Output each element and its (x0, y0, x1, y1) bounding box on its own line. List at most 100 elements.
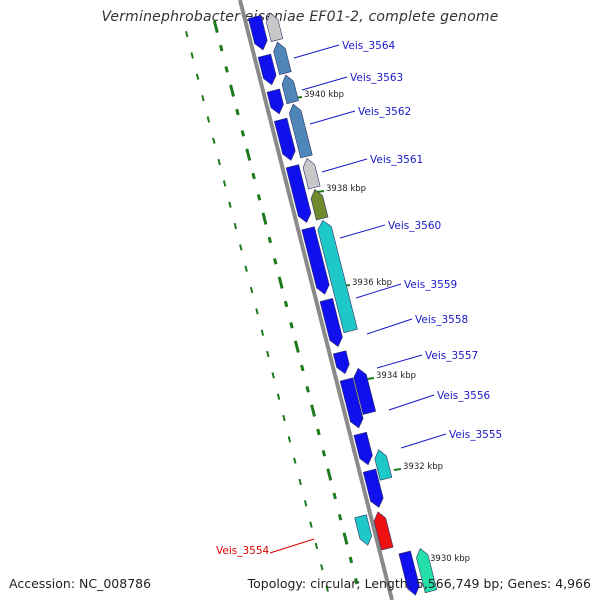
page-title: Verminephrobacter eiseniae EF01-2, compl… (101, 9, 499, 25)
gene-label-leader (400, 433, 447, 449)
gc-skew-dot (348, 556, 354, 564)
gene-arrow (353, 367, 377, 415)
genome-backbone (238, 0, 394, 600)
gene-label-leader (376, 354, 423, 369)
accession-label: Accession: NC_008786 (9, 576, 152, 591)
gc-skew-dot (228, 201, 232, 208)
gene-label-leader (269, 538, 315, 554)
gene-arrow (353, 431, 373, 466)
gc-skew-dot (261, 212, 268, 225)
gc-skew-dot (185, 30, 189, 38)
gc-skew-dot (260, 329, 265, 336)
gene-arrow (265, 12, 284, 42)
gc-skew-dot (212, 137, 216, 144)
gene-arrow (285, 164, 312, 223)
gc-skew-dot (239, 244, 243, 251)
gene-arrow (319, 298, 343, 347)
gc-skew-dot (293, 457, 297, 464)
gene-label-leader (293, 44, 340, 59)
gc-skew-dot (273, 258, 278, 265)
gene-arrow (362, 468, 384, 508)
gc-skew-dot (298, 478, 302, 486)
gc-skew-dot (300, 364, 305, 372)
scale-tick-mark (393, 468, 402, 471)
genome-summary: Topology: circular; Length: 5,566,749 bp… (247, 576, 591, 591)
gene-label[interactable]: Veis_3559 (404, 279, 457, 291)
gc-skew-dot (316, 428, 321, 436)
gc-skew-dot (240, 130, 246, 137)
gene-label[interactable]: Veis_3556 (437, 390, 491, 402)
gc-skew-dot (282, 414, 286, 422)
gene-label[interactable]: Veis_3563 (350, 72, 403, 84)
gene-features (247, 12, 438, 596)
gene-arrow (339, 377, 364, 429)
scale-tick-mark (366, 377, 375, 380)
gc-skew-dot (229, 84, 235, 97)
gc-skew-dot (212, 20, 219, 33)
gc-skew-dot (337, 513, 343, 521)
gene-arrow (398, 550, 420, 596)
gene-arrow (332, 350, 350, 375)
gc-skew-dot (342, 532, 349, 545)
gene-label-leader (309, 110, 356, 125)
gene-arrow (301, 226, 330, 295)
gene-label[interactable]: Veis_3554 (216, 545, 270, 557)
gc-skew-dots (185, 20, 359, 592)
gene-label-leader (388, 394, 435, 411)
gc-skew-dot (195, 73, 200, 80)
gc-skew-dot (244, 265, 248, 272)
gc-skew-dot (206, 116, 211, 123)
gc-skew-dot (303, 500, 308, 507)
gene-arrow (374, 449, 393, 481)
gc-skew-dot (289, 322, 294, 329)
gc-skew-dot (190, 52, 194, 59)
gc-skew-dot (321, 450, 327, 457)
gene-label-leader (301, 76, 348, 91)
gc-skew-dot (305, 386, 310, 393)
scale-tick-label: 3938 kbp (326, 184, 366, 194)
gc-skew-dot (266, 350, 270, 358)
gc-skew-dot (277, 276, 284, 289)
gene-arrow (310, 188, 329, 221)
gene-label-leader (321, 158, 368, 173)
gc-skew-dot (271, 372, 275, 379)
gc-skew-dot (222, 180, 227, 187)
gc-skew-dot (255, 308, 259, 315)
gene-label[interactable]: Veis_3560 (388, 220, 441, 232)
gc-skew-dot (287, 436, 292, 443)
gene-label[interactable]: Veis_3555 (449, 429, 502, 441)
gene-label-leader (366, 318, 413, 335)
gene-label[interactable]: Veis_3562 (358, 106, 411, 118)
gene-arrow (288, 103, 313, 159)
gc-skew-dot (276, 393, 281, 400)
gene-arrow (302, 157, 321, 190)
gene-label[interactable]: Veis_3561 (370, 154, 423, 166)
gc-skew-dot (325, 585, 329, 592)
gene-label[interactable]: Veis_3558 (415, 314, 468, 326)
gc-skew-dot (283, 300, 289, 308)
gene-arrow (373, 511, 394, 551)
gene-arrow (273, 117, 296, 161)
gc-skew-dot (326, 468, 333, 481)
gene-label-leader (355, 283, 402, 299)
gc-skew-dot (233, 222, 238, 230)
gene-arrow (273, 41, 292, 75)
gc-skew-dot (219, 44, 224, 52)
scale-tick-label: 3930 kbp (430, 554, 470, 564)
gc-skew-dot (332, 492, 337, 500)
gene-arrow (266, 88, 284, 115)
scale-tick-label: 3940 kbp (304, 90, 344, 100)
gc-skew-dot (245, 148, 252, 161)
gene-label-leader (339, 224, 386, 239)
gc-skew-dot (293, 340, 300, 353)
gc-skew-dot (235, 108, 240, 116)
gc-skew-dot (251, 172, 256, 180)
gene-labels[interactable]: Veis_3564 Veis_3563 Veis_3562 Veis_3561 Veis… (216, 40, 502, 557)
gene-label[interactable]: Veis_3557 (425, 350, 478, 362)
gc-skew-dot (267, 236, 273, 244)
gene-label[interactable]: Veis_3564 (342, 40, 396, 52)
gene-arrow (257, 53, 277, 86)
gene-arrow (317, 219, 358, 334)
gc-skew-dot (224, 66, 229, 73)
